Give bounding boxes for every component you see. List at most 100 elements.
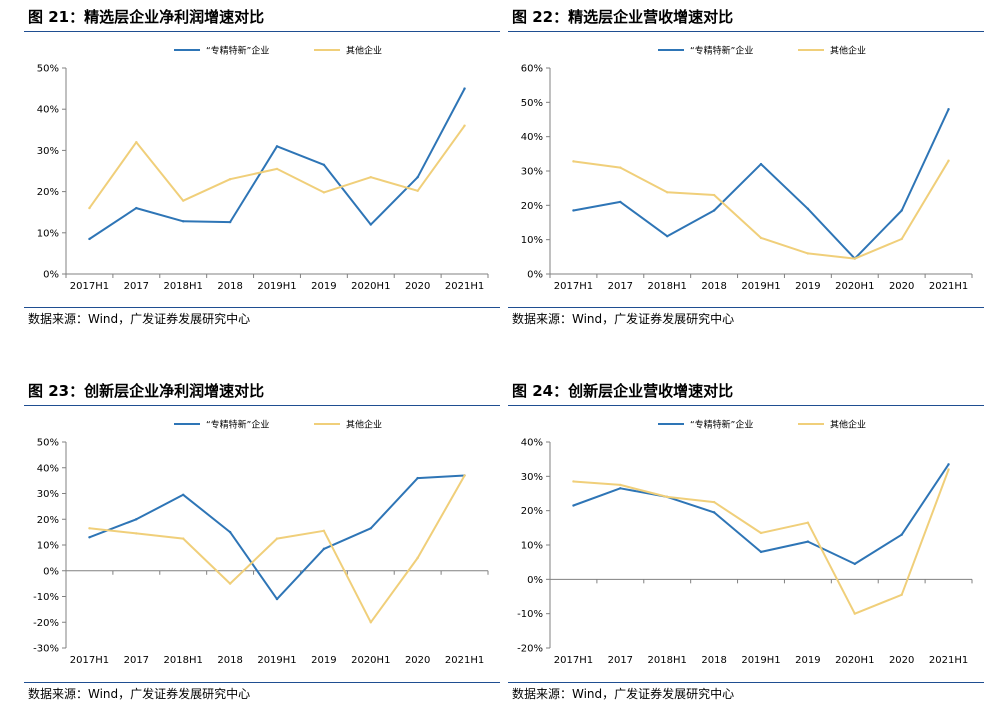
x-tick-label: 2017H1 (70, 281, 109, 292)
data-point (572, 480, 575, 483)
data-point (88, 237, 91, 241)
x-tick-label: 2020 (405, 655, 430, 666)
data-point (88, 536, 91, 539)
data-point (275, 167, 279, 171)
data-point (853, 612, 856, 615)
data-point (369, 527, 372, 530)
data-point (806, 207, 810, 210)
y-tick-label: -10% (517, 609, 543, 620)
data-point (666, 495, 669, 499)
data-point (463, 124, 466, 127)
x-tick-label: 2020H1 (351, 281, 390, 292)
y-tick-label: 50% (521, 98, 543, 109)
data-point (759, 531, 763, 535)
x-tick-label: 2018H1 (164, 281, 203, 292)
y-tick-label: 30% (37, 146, 59, 157)
x-tick-label: 2019H1 (257, 655, 296, 666)
chart-panel-1: 图 22：精选层企业营收增速对比 0% 10% 20% 30% 40% 50% 60% 201… (508, 4, 984, 334)
data-point (416, 556, 419, 560)
series-line-1 (88, 125, 466, 209)
data-point (712, 500, 716, 504)
y-tick-label: 30% (37, 489, 59, 500)
y-tick-label: 0% (43, 270, 59, 281)
y-tick-label: 60% (521, 64, 543, 75)
y-tick-label: 10% (37, 541, 59, 552)
data-point (135, 532, 138, 535)
data-point (619, 200, 622, 204)
x-tick-label: 2021H1 (445, 281, 484, 292)
x-tick-label: 2019H1 (741, 655, 780, 666)
y-tick-label: 40% (37, 463, 59, 474)
data-point (712, 193, 716, 197)
y-tick-label: 30% (521, 472, 543, 483)
data-point (228, 220, 232, 224)
x-tick-label: 2021H1 (445, 655, 484, 666)
chart-title: 图 24：创新层企业营收增速对比 (508, 378, 984, 406)
series-line-0 (88, 88, 466, 240)
data-point (759, 550, 763, 554)
legend-label-1: 其他企业 (830, 45, 866, 57)
source-note: 数据来源：Wind，广发证券发展研究中心 (24, 307, 500, 329)
data-point (182, 537, 185, 540)
x-tick-label: 2020 (889, 655, 914, 666)
data-point (228, 178, 232, 181)
x-tick-label: 2019 (311, 655, 336, 666)
data-point (182, 493, 185, 496)
data-point (182, 220, 185, 223)
x-tick-label: 2018 (217, 655, 242, 666)
series-line-0 (573, 108, 950, 260)
x-tick-label: 2020 (889, 281, 914, 292)
x-tick-label: 2021H1 (929, 281, 968, 292)
chart-3-svg: -20% -10% 0% 10% 20% 30% 40% 2017H1 2017 2018H1 20… (517, 419, 973, 666)
chart-panel-0: 图 21：精选层企业净利润增速对比 0% 10% 20% 30% 40% 50% 2017H… (24, 4, 500, 334)
data-point (88, 206, 91, 210)
data-point (853, 562, 856, 566)
data-point (806, 521, 810, 524)
y-tick-label: 50% (37, 64, 59, 75)
data-point (712, 209, 716, 212)
data-point (416, 189, 419, 192)
x-tick-label: 2020 (405, 281, 430, 292)
source-note: 数据来源：Wind，广发证券发展研究中心 (24, 682, 500, 704)
data-point (947, 463, 950, 466)
data-point (135, 140, 138, 144)
x-tick-label: 2018H1 (164, 655, 203, 666)
data-point (275, 537, 279, 540)
x-tick-label: 2019 (795, 281, 820, 292)
series-line-1 (89, 475, 466, 624)
chart-title: 图 21：精选层企业净利润增速对比 (24, 4, 500, 32)
x-tick-label: 2017 (124, 655, 149, 666)
data-point (900, 209, 903, 212)
chart-2-svg: -30% -20% -10% 0% 10% 20% 30% 40% 50% 2017H1 2017 2… (33, 419, 489, 666)
x-tick-label: 2017H1 (70, 655, 109, 666)
data-point (369, 223, 372, 226)
data-point (416, 175, 419, 179)
y-tick-label: 0% (527, 270, 543, 281)
legend-label-0: “专精特新”企业 (206, 45, 269, 57)
data-point (88, 527, 91, 530)
x-tick-label: 2020H1 (351, 655, 390, 666)
data-point (619, 483, 622, 487)
data-point (759, 236, 763, 240)
data-point (853, 257, 856, 260)
data-point (228, 582, 232, 585)
x-tick-label: 2018H1 (648, 655, 687, 666)
y-tick-label: 20% (37, 187, 59, 198)
data-point (900, 593, 903, 596)
y-tick-label: 40% (37, 105, 59, 116)
series-line-0 (573, 463, 950, 565)
x-tick-label: 2017H1 (554, 281, 593, 292)
x-tick-label: 2017 (608, 655, 633, 666)
x-tick-label: 2017H1 (554, 655, 593, 666)
y-tick-label: -20% (517, 644, 543, 655)
y-tick-label: -30% (33, 644, 59, 655)
y-tick-label: 0% (43, 566, 59, 577)
data-point (135, 206, 138, 210)
data-point (947, 108, 950, 111)
data-point (463, 87, 466, 90)
y-tick-label: -10% (33, 592, 59, 603)
chart-panel-2: 图 23：创新层企业净利润增速对比 -30% -20% -10% 0% 10% 20% 30… (24, 378, 500, 708)
y-tick-label: 40% (521, 438, 543, 449)
legend-label-0: “专精特新”企业 (206, 419, 269, 431)
y-tick-label: 50% (37, 438, 59, 449)
